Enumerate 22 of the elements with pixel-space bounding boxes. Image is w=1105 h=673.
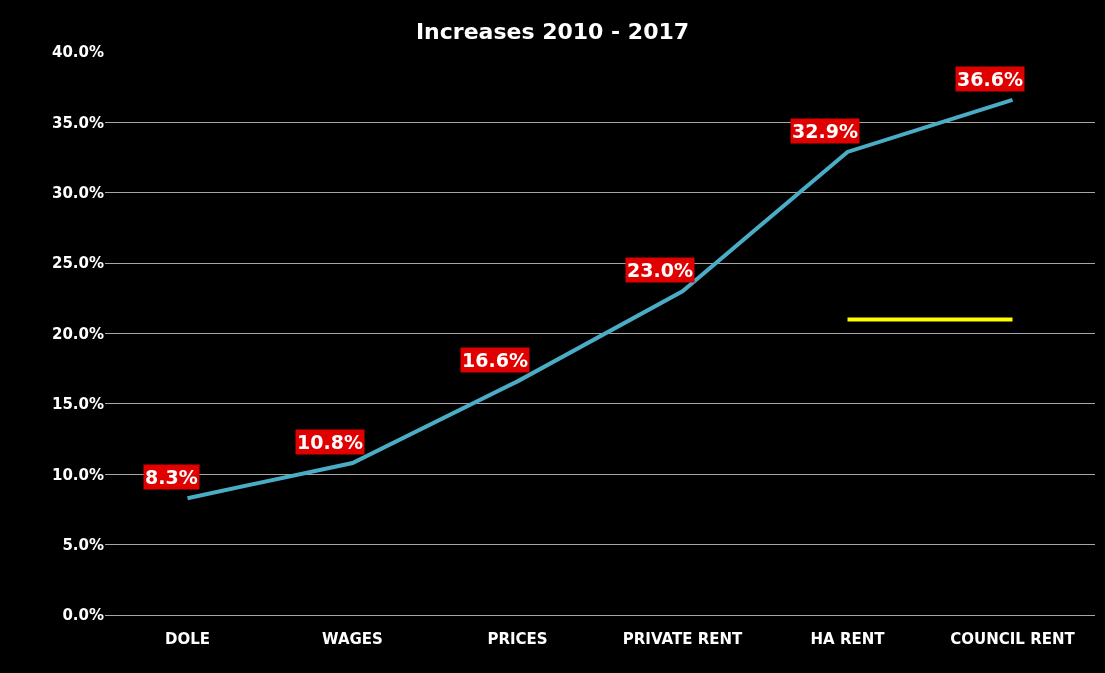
chart-title: Increases 2010 - 2017	[415, 18, 690, 44]
x-tick-label: HA RENT	[810, 630, 886, 648]
x-tick-label: DOLE	[164, 630, 211, 648]
y-tick-label: 35.0%	[51, 113, 104, 132]
y-tick-label: 15.0%	[51, 395, 104, 414]
y-tick-label: 10.0%	[51, 465, 104, 484]
y-tick-label: 20.0%	[51, 324, 104, 343]
data-label: 10.8%	[297, 431, 363, 453]
data-label: 36.6%	[957, 68, 1023, 90]
data-label: 16.6%	[462, 349, 528, 371]
x-tick-label: WAGES	[322, 630, 383, 648]
y-tick-label: 30.0%	[51, 184, 104, 202]
data-label: 23.0%	[627, 259, 693, 281]
x-tick-label: PRICES	[487, 630, 548, 648]
data-label: 32.9%	[792, 120, 858, 142]
x-tick-label: COUNCIL RENT	[950, 630, 1076, 648]
y-tick-label: 25.0%	[51, 254, 104, 273]
y-tick-label: 0.0%	[62, 606, 104, 625]
y-tick-label: 5.0%	[62, 535, 104, 554]
y-tick-label: 40.0%	[51, 43, 104, 62]
data-label: 8.3%	[145, 466, 198, 488]
x-tick-label: PRIVATE RENT	[622, 630, 743, 648]
